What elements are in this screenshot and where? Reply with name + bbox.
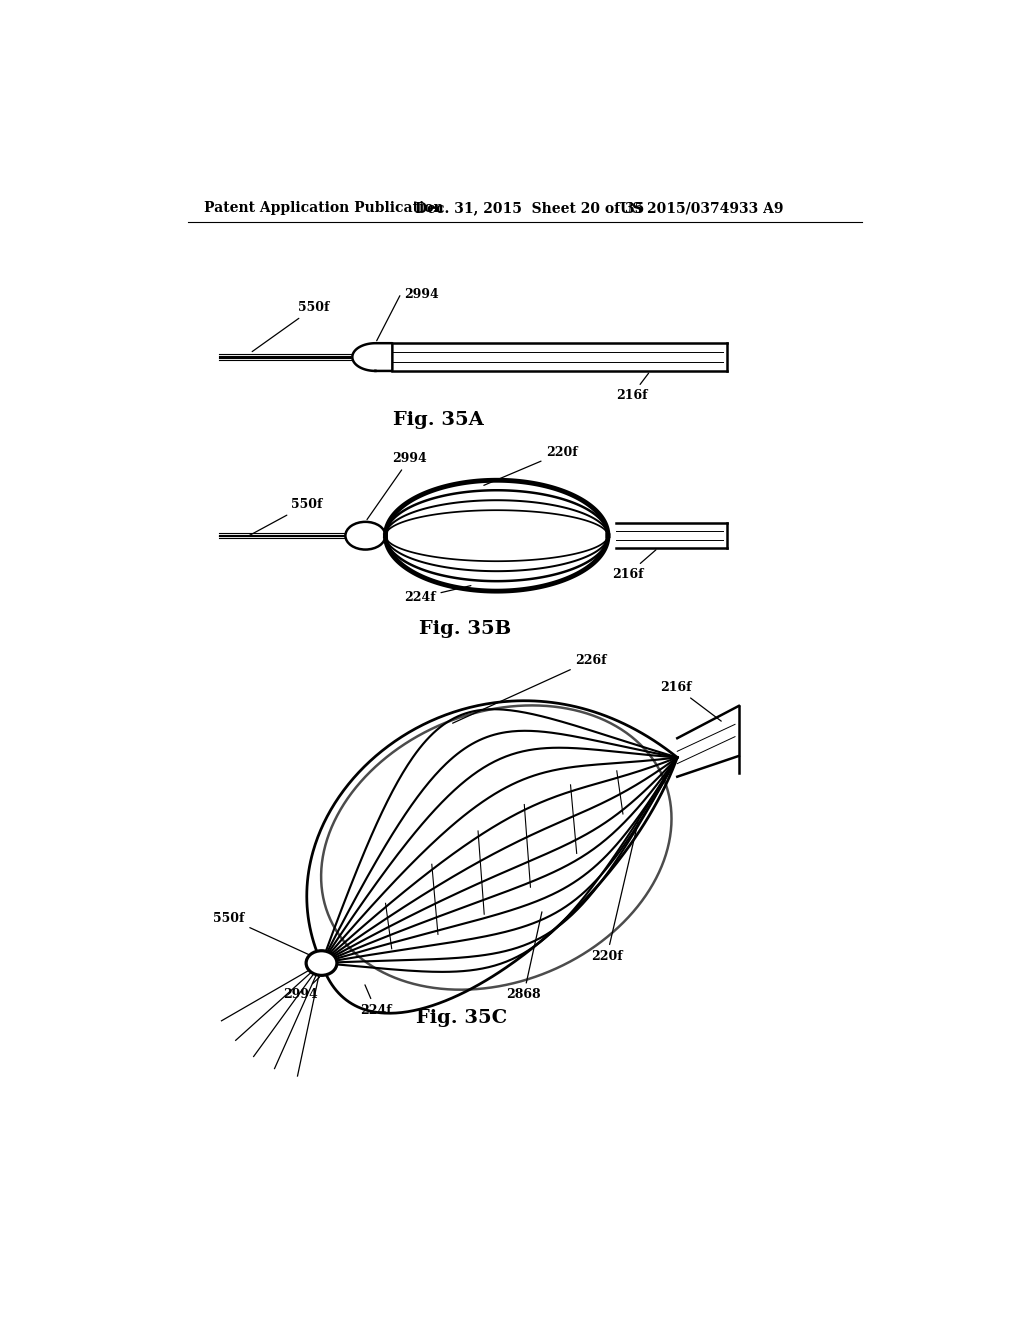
Polygon shape <box>352 343 392 371</box>
Text: 216f: 216f <box>611 550 656 581</box>
Text: 220f: 220f <box>484 446 578 486</box>
Text: 216f: 216f <box>615 374 648 403</box>
Text: US 2015/0374933 A9: US 2015/0374933 A9 <box>620 202 783 215</box>
Text: 550f: 550f <box>213 912 311 956</box>
Text: 550f: 550f <box>252 301 330 351</box>
Text: 220f: 220f <box>591 822 638 964</box>
Text: 550f: 550f <box>249 498 323 536</box>
Text: 216f: 216f <box>660 681 721 721</box>
Text: 226f: 226f <box>453 653 607 723</box>
Ellipse shape <box>306 950 337 975</box>
Text: 2994: 2994 <box>367 451 427 520</box>
Text: Fig. 35B: Fig. 35B <box>420 620 512 639</box>
Text: 2868: 2868 <box>506 912 542 1002</box>
Ellipse shape <box>345 521 385 549</box>
Text: Fig. 35C: Fig. 35C <box>416 1010 507 1027</box>
Text: 224f: 224f <box>403 586 471 605</box>
Text: 224f: 224f <box>360 985 391 1016</box>
Text: Dec. 31, 2015  Sheet 20 of 35: Dec. 31, 2015 Sheet 20 of 35 <box>416 202 645 215</box>
Text: 2994: 2994 <box>377 288 438 341</box>
Text: 2994: 2994 <box>283 977 319 1002</box>
Text: Patent Application Publication: Patent Application Publication <box>204 202 443 215</box>
Text: Fig. 35A: Fig. 35A <box>393 411 484 429</box>
